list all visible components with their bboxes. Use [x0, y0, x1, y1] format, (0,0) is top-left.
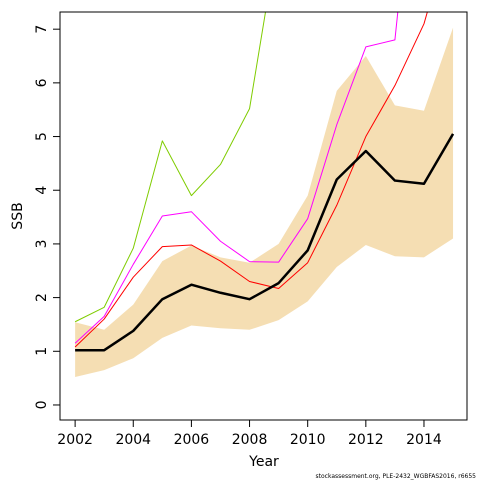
y-tick-label: 1 [34, 347, 50, 356]
x-tick-label: 2014 [406, 432, 442, 448]
series-line [74, 12, 428, 348]
x-tick-label: 2006 [174, 432, 210, 448]
plot-area [74, 12, 455, 378]
y-axis-label: SSB [10, 202, 26, 229]
y-tick-label: 3 [34, 239, 50, 248]
x-tick-label: 2010 [290, 432, 326, 448]
x-tick-label: 2002 [57, 432, 93, 448]
confidence-band [75, 27, 454, 378]
series-line [75, 133, 455, 352]
y-tick-label: 6 [34, 78, 50, 87]
x-tick-label: 2012 [348, 432, 384, 448]
y-tick-label: 2 [34, 293, 50, 302]
x-tick-label: 2004 [115, 432, 151, 448]
footnote: stockassessment.org, PLE-2432_WGBFAS2016… [316, 473, 477, 480]
y-tick-label: 7 [34, 25, 50, 34]
y-tick-label: 5 [34, 132, 50, 141]
plot-frame [59, 11, 468, 421]
y-tick-label: 4 [34, 186, 50, 195]
x-axis-label: Year [248, 454, 279, 470]
series-line [74, 12, 399, 344]
series-line [74, 12, 267, 323]
y-tick-label: 0 [34, 401, 50, 410]
x-tick-label: 2008 [232, 432, 268, 448]
